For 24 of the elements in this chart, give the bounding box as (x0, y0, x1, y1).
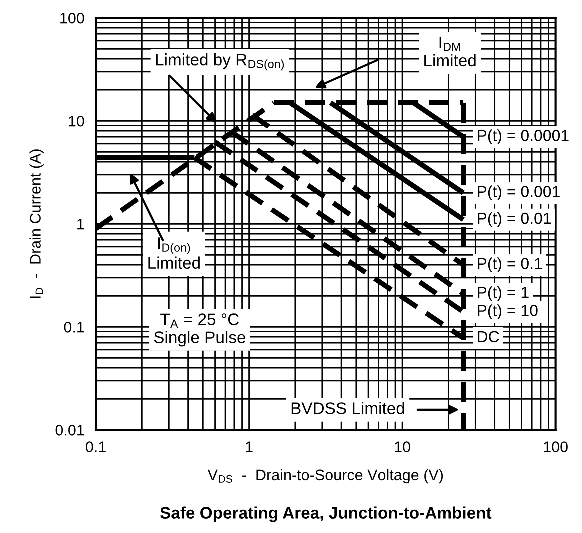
x-tick-label: 100 (544, 442, 568, 452)
series-label: P(t) = 10 (478, 304, 538, 320)
y-tick-label: 10 (69, 116, 84, 127)
series-label: P(t) = 0.1 (478, 258, 542, 273)
annotation: BVDSS Limited (292, 402, 404, 414)
x-axis-title: V$_{DS}$ - Drain-to-Source Voltage (V) (208, 469, 444, 484)
y-axis-title: I$_{D}$ - Drain Current (A) (30, 150, 44, 298)
annotation: Limited by R$_{DS(on)}$ (156, 54, 284, 71)
x-tick-label: 10 (395, 442, 410, 452)
y-tick-label: 100 (60, 12, 84, 24)
y-tick-label: 0.01 (56, 425, 84, 436)
annotation: T$_{A}$ = 25 °C Single Pulse (154, 314, 246, 347)
series-label: P(t) = 0.001 (478, 186, 560, 201)
series-label: P(t) = 1 (478, 286, 529, 302)
text: Safe Operating Area, Junction-to-Ambient (160, 506, 492, 522)
x-tick-label: 0.1 (86, 442, 106, 452)
series-label: P(t) = 0.01 (478, 212, 552, 228)
annotation: I$_{DM}$ Limited (424, 36, 476, 67)
series-label: P(t) = 0.0001 (478, 130, 569, 145)
y-tick-label: 1 (78, 219, 84, 230)
series-label: DC (478, 331, 500, 343)
x-tick-label: 1 (246, 442, 253, 452)
y-tick-label: 0.1 (64, 322, 84, 333)
annotation: I$_{D(on)}$ Limited (148, 238, 200, 270)
